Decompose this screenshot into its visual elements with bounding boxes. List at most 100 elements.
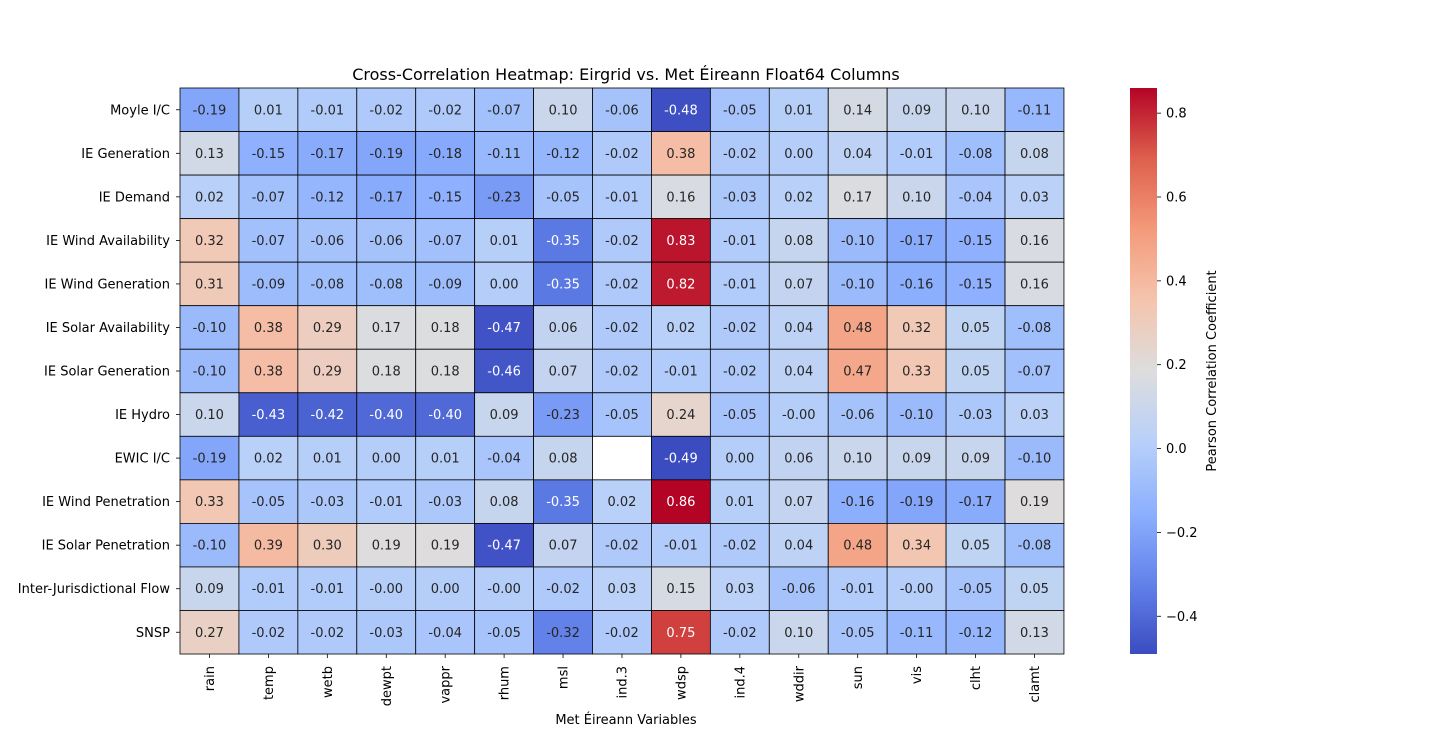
- heatmap-cell: [474, 174, 534, 220]
- cell-value-label: 0.05: [961, 539, 990, 554]
- heatmap-cell: [533, 348, 593, 394]
- heatmap-cell: [886, 348, 947, 394]
- cell-value-label: -0.43: [252, 408, 286, 423]
- cell-value-label: -0.03: [311, 495, 345, 510]
- y-tick-label: IE Wind Generation: [44, 277, 170, 292]
- heatmap-cell: [592, 566, 652, 611]
- heatmap-cell: [238, 131, 299, 176]
- heatmap-cell: [768, 479, 829, 524]
- cell-value-label: 0.01: [431, 452, 460, 467]
- cell-value-label: -0.07: [1018, 365, 1052, 380]
- cell-value-label: 0.17: [372, 321, 401, 336]
- cell-value-label: -0.02: [723, 321, 757, 336]
- cell-value-label: -0.47: [487, 321, 521, 336]
- heatmap-cell: [179, 305, 240, 350]
- heatmap-cell: [945, 392, 1006, 437]
- y-tick-label: IE Solar Penetration: [42, 539, 170, 554]
- heatmap-cell: [768, 610, 829, 655]
- heatmap-cell: [651, 261, 711, 307]
- heatmap-cell: [651, 479, 711, 524]
- cell-value-label: -0.02: [605, 539, 639, 554]
- cell-value-label: 0.02: [784, 190, 813, 205]
- cell-value-label: 0.48: [843, 321, 872, 336]
- cell-value-label: -0.02: [546, 582, 580, 597]
- cell-value-label: 0.00: [784, 147, 813, 162]
- cell-value-label: -0.10: [193, 365, 227, 380]
- cell-value-label: -0.06: [782, 582, 816, 597]
- cell-value-label: 0.08: [784, 234, 813, 249]
- cell-value-label: 0.38: [254, 365, 283, 380]
- cell-value-label: -0.16: [841, 495, 875, 510]
- heatmap-cell: [474, 348, 534, 394]
- heatmap-cell: [945, 523, 1006, 568]
- y-tick-label: IE Demand: [99, 190, 170, 205]
- heatmap-cell: [651, 435, 711, 481]
- heatmap-cell: [297, 435, 358, 481]
- cell-value-label: -0.02: [252, 626, 286, 641]
- cell-value-label: -0.02: [605, 234, 639, 249]
- cell-value-label: -0.17: [311, 147, 345, 162]
- heatmap-cell: [356, 261, 417, 307]
- heatmap-cell: [886, 261, 947, 307]
- heatmap-cell: [827, 87, 888, 132]
- x-tick-label: wetb: [321, 666, 336, 698]
- heatmap-cell: [1004, 392, 1065, 437]
- cell-value-label: 0.00: [372, 452, 401, 467]
- heatmap-cell: [474, 218, 534, 263]
- cell-value-label: 0.06: [784, 452, 813, 467]
- cell-value-label: -0.01: [664, 365, 698, 380]
- cell-value-label: -0.46: [487, 365, 521, 380]
- cell-value-label: 0.03: [1020, 190, 1049, 205]
- heatmap-cells: -0.19 0.01 -0.01 -0.02 -0.02 -0.07 0.10 -0.06 -0…: [179, 87, 1065, 655]
- cell-value-label: 0.16: [666, 190, 695, 205]
- cell-value-label: 0.19: [372, 539, 401, 554]
- cell-value-label: 0.03: [1020, 408, 1049, 423]
- cell-value-label: 0.17: [843, 190, 872, 205]
- cell-value-label: -0.00: [782, 408, 816, 423]
- cell-value-label: -0.06: [841, 408, 875, 423]
- cell-value-label: -0.07: [487, 103, 521, 118]
- heatmap-cell: [1004, 610, 1065, 655]
- y-tick-label: IE Hydro: [115, 408, 170, 423]
- heatmap-cell: [356, 87, 417, 132]
- cell-value-label: 0.00: [431, 582, 460, 597]
- y-tick-label: SNSP: [136, 626, 170, 641]
- cell-value-label: 0.06: [549, 321, 578, 336]
- heatmap-cell: [709, 435, 770, 481]
- cell-value-label: 0.04: [843, 147, 872, 162]
- heatmap-cell: [415, 131, 476, 176]
- cell-value-label: -0.02: [605, 277, 639, 292]
- heatmap-cell: [238, 610, 299, 655]
- heatmap-cell: [651, 218, 711, 263]
- heatmap-cell: [238, 218, 299, 263]
- x-tick-label: rain: [203, 666, 218, 691]
- cell-value-label: 0.00: [725, 452, 754, 467]
- heatmap-cell: [827, 523, 888, 568]
- cell-value-label: 0.01: [784, 103, 813, 118]
- heatmap-cell: [886, 479, 947, 524]
- cell-value-label: -0.19: [369, 147, 403, 162]
- cell-value-label: -0.19: [900, 495, 934, 510]
- x-tick-label: ind.4: [733, 666, 748, 699]
- cell-value-label: 0.33: [195, 495, 224, 510]
- heatmap-cell: [651, 348, 711, 394]
- cell-value-label: -0.10: [193, 321, 227, 336]
- heatmap-cell: [179, 479, 240, 524]
- y-tick-label: IE Solar Generation: [44, 365, 170, 380]
- heatmap-cell: [768, 435, 829, 481]
- heatmap-cell: [1004, 479, 1065, 524]
- heatmap-cell: [356, 566, 417, 611]
- heatmap-cell: [651, 305, 711, 350]
- heatmap-cell: [709, 131, 770, 176]
- cell-value-label: 0.38: [666, 147, 695, 162]
- heatmap-cell: [709, 610, 770, 655]
- colorbar-tick-label: 0.2: [1166, 358, 1187, 373]
- heatmap-cell: [474, 523, 534, 568]
- colorbar-tick-label: −0.4: [1166, 610, 1198, 625]
- cell-value-label: -0.00: [487, 582, 521, 597]
- cell-value-label: -0.01: [841, 582, 875, 597]
- cell-value-label: -0.00: [369, 582, 403, 597]
- cell-value-label: 0.01: [254, 103, 283, 118]
- heatmap-cell: [238, 392, 299, 437]
